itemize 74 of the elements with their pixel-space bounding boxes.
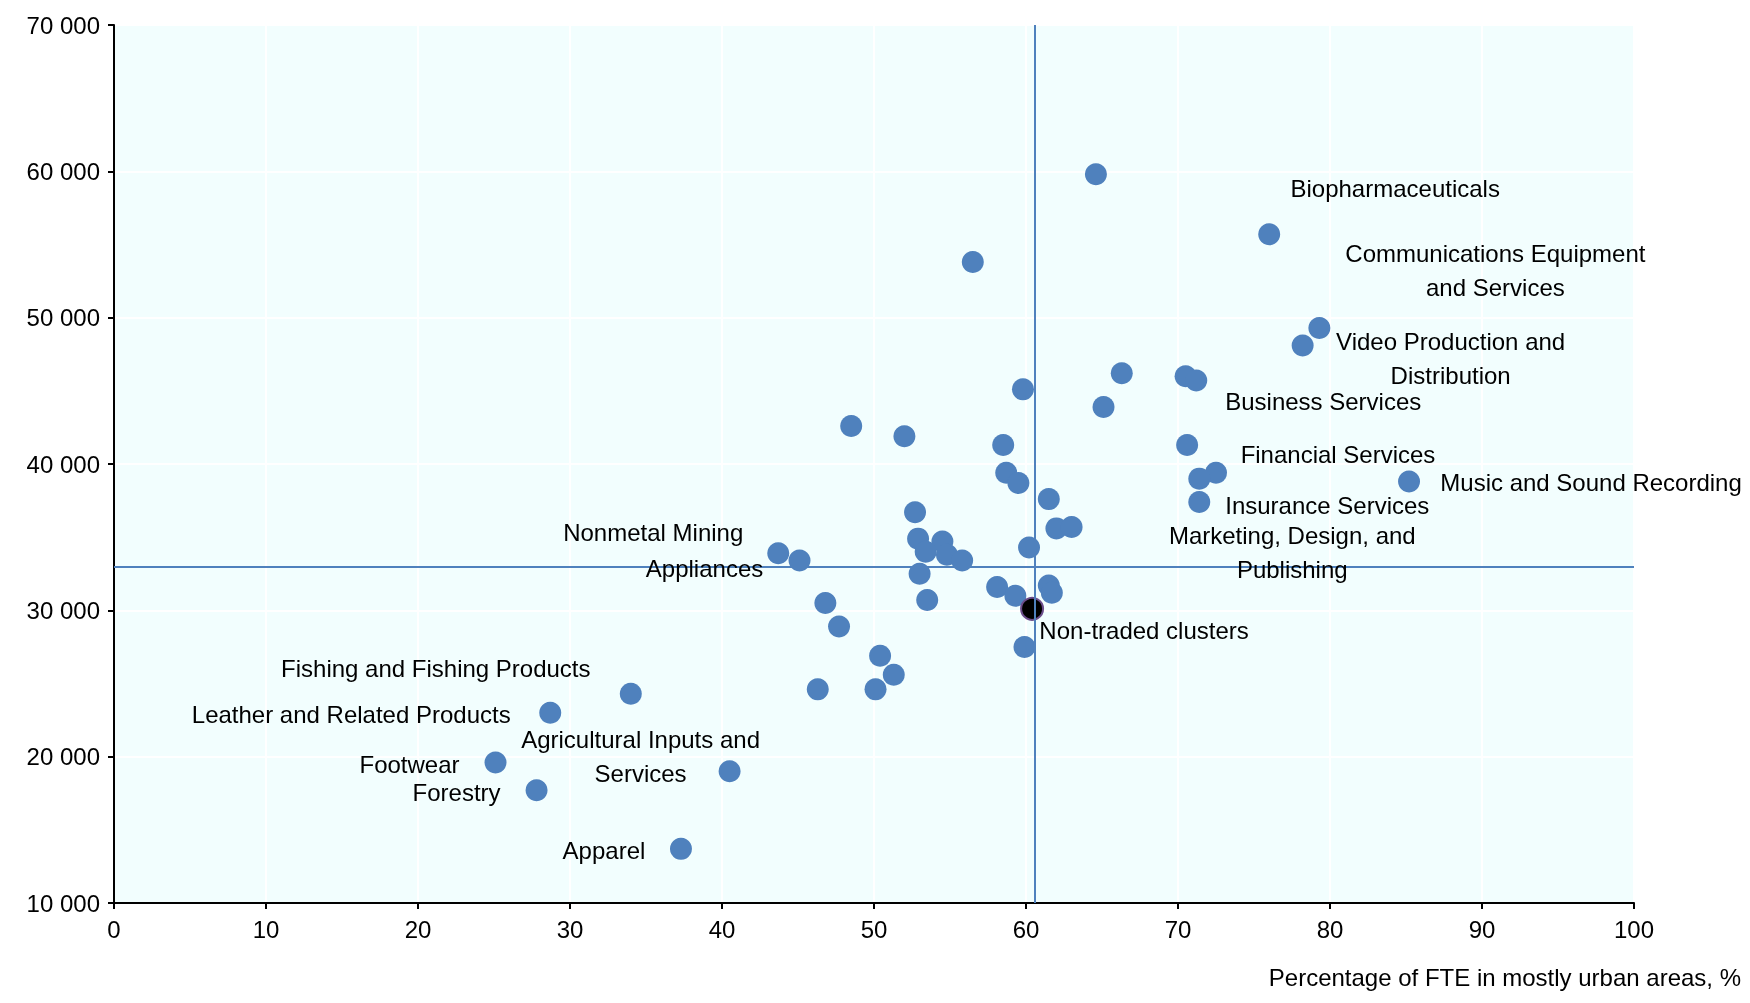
point [1040,581,1063,604]
point [1060,515,1083,538]
annotation: Insurance Services [1225,491,1430,519]
annotation: Agricultural Inputs and Services [521,725,761,787]
point [1004,584,1027,607]
point [1110,362,1133,385]
y-tick-label: 10 000 [26,889,100,917]
x-tick-label: 50 [860,915,888,943]
point [1011,378,1034,401]
point [1291,334,1314,357]
point [1176,433,1199,456]
point [1092,395,1115,418]
annotation: Biopharmaceuticals [1290,174,1500,202]
point [961,251,984,274]
point [767,542,790,565]
point [914,540,937,563]
point [1185,369,1208,392]
x-tick-label: 100 [1613,915,1655,943]
point [864,678,887,701]
point [814,592,837,615]
x-tick-label: 10 [252,915,280,943]
x-tick-label: 0 [107,915,121,943]
annotation: Financial Services [1240,441,1436,469]
x-tick-label: 60 [1012,915,1040,943]
point [1007,472,1030,495]
point [1398,470,1421,493]
point [484,751,507,774]
annotation: Communications Equipment and Services [1345,240,1646,302]
annotation: Apparel [562,837,646,865]
point [619,682,642,705]
annotation: Video Production and Distribution [1336,327,1566,389]
annotation: Music and Sound Recording [1440,469,1742,497]
point [869,644,892,667]
point [840,414,863,437]
point [1037,488,1060,511]
annotation: Fishing and Fishing Products [281,655,591,683]
point [1188,467,1211,490]
point [1308,316,1331,339]
point [1084,163,1107,186]
point [986,575,1009,598]
point [904,501,927,524]
point [539,701,562,724]
point [1188,491,1211,514]
point [828,615,851,638]
point [1018,536,1041,559]
x-tick-label: 70 [1164,915,1192,943]
y-tick-label: 20 000 [26,743,100,771]
x-tick-label: 40 [708,915,736,943]
point [893,425,916,448]
y-tick-label: 70 000 [26,11,100,39]
point [806,678,829,701]
point [718,760,741,783]
annotation: Business Services [1225,388,1422,416]
x-axis-title: Percentage of FTE in mostly urban areas, % [1268,963,1741,991]
annotation: Non-traded clusters [1039,617,1249,645]
y-tick-label: 40 000 [26,450,100,478]
point [669,837,692,860]
annotation: Footwear [359,751,460,779]
point [882,663,905,686]
annotation: Leather and Related Products [191,701,511,729]
x-tick-label: 30 [556,915,584,943]
annotation: Forestry [412,778,501,806]
point [992,433,1015,456]
point [1258,223,1281,246]
x-tick-label: 20 [404,915,432,943]
x-tick-label: 90 [1468,915,1496,943]
annotation: Nonmetal Mining [563,518,744,546]
point [525,779,548,802]
y-tick-label: 30 000 [26,596,100,624]
y-tick-label: 60 000 [26,157,100,185]
x-tick-label: 80 [1316,915,1344,943]
y-tick-label: 50 000 [26,304,100,332]
point [1013,635,1036,658]
point [916,589,939,612]
